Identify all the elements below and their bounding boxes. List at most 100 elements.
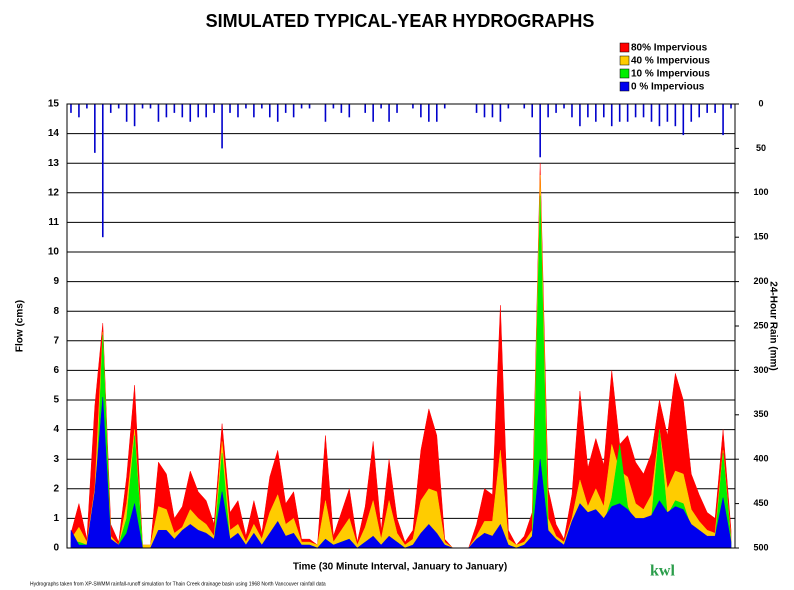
- rain-bar: [332, 104, 335, 109]
- rain-bar: [372, 104, 374, 122]
- y-tick-label: 7: [53, 335, 59, 346]
- plot-frame: [66, 103, 736, 549]
- rain-bar: [205, 104, 207, 118]
- rain-bar: [714, 104, 716, 113]
- rain-bar: [149, 104, 152, 109]
- rain-bar: [571, 104, 573, 118]
- rain-bar: [86, 104, 88, 109]
- rain-bar: [682, 104, 685, 136]
- rain-bar: [634, 104, 637, 118]
- footnote: Hydrographs taken from XP-SWMM rainfall-…: [30, 581, 326, 587]
- y2-axis-label: 24-Hour Rain (mm): [767, 281, 778, 370]
- flow-area: [70, 175, 732, 549]
- rain-bar: [674, 104, 677, 127]
- rain-bar: [308, 104, 311, 109]
- y-tick-label: 10: [48, 247, 60, 258]
- rain-bar: [523, 104, 526, 109]
- rain-bar: [539, 104, 541, 158]
- y-tick-label: 13: [48, 158, 60, 169]
- rain-bar: [324, 104, 327, 122]
- rain-bar: [491, 104, 494, 118]
- y2-tick-label: 450: [753, 498, 768, 508]
- rain-bar: [380, 104, 382, 109]
- rain-bar: [443, 104, 446, 109]
- y2-tick-label: 250: [753, 320, 768, 330]
- y-tick-label: 5: [53, 395, 59, 406]
- rain-bar: [141, 104, 144, 109]
- rain-bar: [348, 104, 351, 118]
- y2-tick-label: 100: [753, 187, 768, 197]
- rain-bar: [173, 104, 176, 113]
- rain-bar: [658, 104, 661, 127]
- y2-tick-label: 50: [756, 143, 766, 153]
- rain-bar: [626, 104, 629, 122]
- rain-bar: [420, 104, 422, 118]
- y-tick-label: 4: [53, 424, 59, 435]
- rain-bar: [245, 104, 247, 109]
- rain-bar: [698, 104, 701, 118]
- rain-bar: [706, 104, 708, 113]
- rain-bar: [650, 104, 653, 122]
- rain-bar: [253, 104, 255, 118]
- rain-bar: [101, 104, 104, 238]
- flow-area: [70, 163, 732, 549]
- rain-bar: [268, 104, 271, 118]
- rain-bar: [563, 104, 565, 109]
- legend-swatch: [619, 81, 630, 92]
- rain-bar: [666, 104, 669, 122]
- rain-bar: [428, 104, 430, 122]
- y-tick-label: 8: [53, 306, 59, 317]
- rain-bar: [690, 104, 693, 122]
- rain-bar: [165, 104, 168, 118]
- chart-title: SIMULATED TYPICAL-YEAR HYDROGRAPHS: [206, 11, 595, 31]
- rain-bar: [642, 104, 645, 118]
- y-axis-label: Flow (cms): [15, 300, 26, 352]
- y-tick-label: 6: [53, 365, 59, 376]
- rain-bar: [133, 104, 136, 127]
- rain-bar: [70, 104, 72, 113]
- y2-tick-label: 200: [753, 276, 768, 286]
- rain-bar: [292, 104, 295, 118]
- y-tick-label: 11: [48, 217, 59, 228]
- legend-label: 10 % Impervious: [631, 69, 710, 80]
- y-tick-label: 3: [53, 454, 59, 465]
- rain-bar: [340, 104, 343, 113]
- legend-swatch: [619, 42, 630, 53]
- rain-bar: [531, 104, 534, 118]
- rain-bar: [435, 104, 438, 122]
- rain-bar: [730, 104, 732, 109]
- rain-bar: [412, 104, 414, 109]
- legend-label: 80% Impervious: [631, 43, 708, 54]
- rain-bar: [229, 104, 231, 113]
- rain-bar: [507, 104, 510, 109]
- rain-bar: [181, 104, 184, 118]
- rain-bar: [300, 104, 303, 109]
- rain-bar: [388, 104, 390, 122]
- rain-bar: [125, 104, 128, 122]
- rain-bar: [610, 104, 613, 127]
- rain-bar: [78, 104, 80, 118]
- y-tick-label: 9: [53, 276, 59, 287]
- rain-bar: [94, 104, 96, 153]
- rain-bar: [499, 104, 502, 122]
- y-tick-label: 15: [48, 99, 60, 110]
- legend-swatch: [619, 68, 630, 79]
- rain-bar: [221, 104, 223, 149]
- rain-bar: [261, 104, 263, 109]
- rain-bar: [284, 104, 287, 113]
- y2-tick-label: 350: [753, 409, 768, 419]
- y-tick-label: 12: [48, 187, 60, 198]
- rain-bar: [587, 104, 589, 118]
- y2-tick-label: 400: [753, 454, 768, 464]
- y-tick-label: 0: [53, 543, 59, 554]
- rain-bar: [237, 104, 239, 118]
- rain-bar: [618, 104, 621, 122]
- rain-bar: [396, 104, 398, 113]
- rain-bar: [117, 104, 120, 109]
- rain-bar: [595, 104, 597, 122]
- rain-bar: [276, 104, 279, 122]
- legend-label: 40 % Impervious: [631, 56, 710, 67]
- rain-bar: [189, 104, 192, 122]
- rain-bar: [364, 104, 367, 113]
